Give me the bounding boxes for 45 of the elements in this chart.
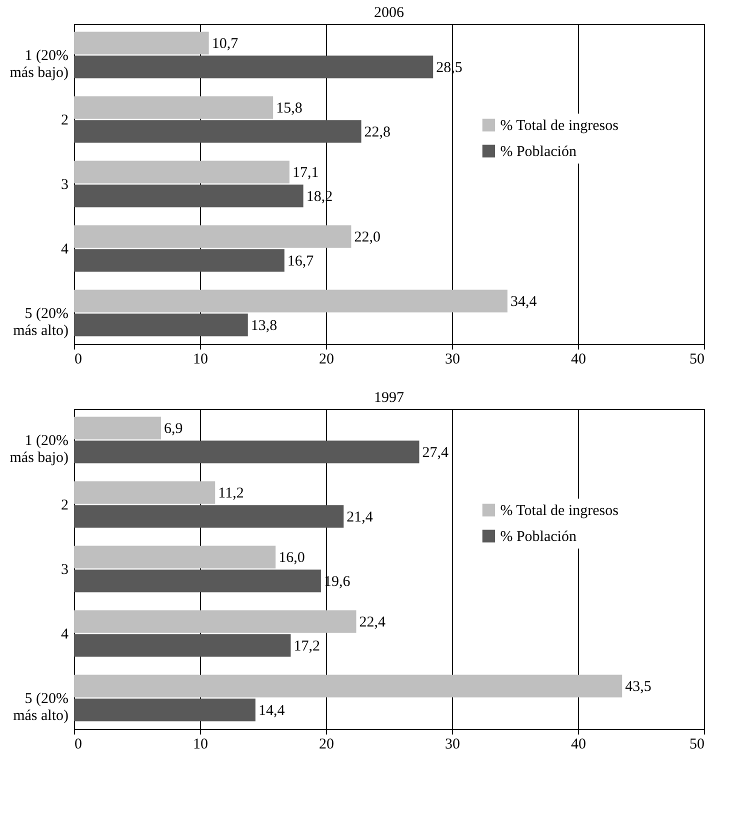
y-tick-label: 3	[61, 562, 68, 578]
x-tick-label: 30	[445, 352, 460, 368]
data-label: 14,4	[258, 702, 286, 719]
y-tick-label: 4	[61, 242, 69, 258]
data-label: 16,7	[287, 253, 314, 270]
data-label: 16,0	[278, 550, 305, 566]
data-label: 22,4	[359, 614, 386, 631]
y-tick-label: 5 (20% más alto)	[13, 691, 68, 724]
data-label: 13,8	[250, 318, 278, 334]
legend-label: % Población	[500, 529, 577, 546]
x-tick-label: 20	[319, 736, 334, 752]
legend-label: % Total de ingresos	[500, 118, 619, 134]
data-label: 17,1	[292, 165, 319, 182]
y-tick-label: 3	[61, 177, 68, 193]
data-label: 10,7	[212, 36, 239, 52]
y-tick-label: 2	[61, 497, 68, 514]
y-tick-label: 1 (20% más bajo)	[10, 432, 69, 466]
x-tick-label: 10	[193, 736, 208, 752]
x-tick-label: 30	[445, 736, 460, 752]
x-tick-label: 40	[571, 736, 586, 752]
legend-label: % Total de ingresos	[500, 503, 619, 520]
data-label: 22,0	[354, 230, 380, 246]
data-label: 43,5	[625, 679, 652, 696]
x-tick-label: 0	[74, 352, 82, 368]
data-label: 17,2	[294, 638, 320, 654]
x-tick-label: 10	[193, 352, 208, 368]
x-tick-label: 20	[319, 352, 334, 368]
x-tick-label: 40	[571, 352, 586, 368]
y-tick-label: 1 (20% más bajo)	[10, 48, 69, 81]
x-tick-label: 0	[74, 736, 82, 752]
data-label: 27,4	[422, 444, 449, 461]
y-tick-label: 5 (20% más alto)	[13, 306, 68, 340]
chart-title: 1997	[374, 390, 404, 406]
y-tick-label: 4	[61, 626, 69, 643]
data-label: 21,4	[346, 509, 374, 526]
data-label: 34,4	[510, 294, 538, 310]
chart-title: 2006	[374, 5, 404, 21]
x-tick-label: 50	[690, 736, 704, 752]
y-tick-label: 2	[61, 112, 68, 128]
data-label: 6,9	[164, 421, 183, 438]
legend-label: % Población	[500, 144, 577, 160]
data-label: 11,2	[218, 486, 244, 502]
data-label: 15,8	[276, 100, 302, 117]
data-label: 22,8	[364, 124, 391, 140]
x-tick-label: 50	[690, 352, 704, 368]
